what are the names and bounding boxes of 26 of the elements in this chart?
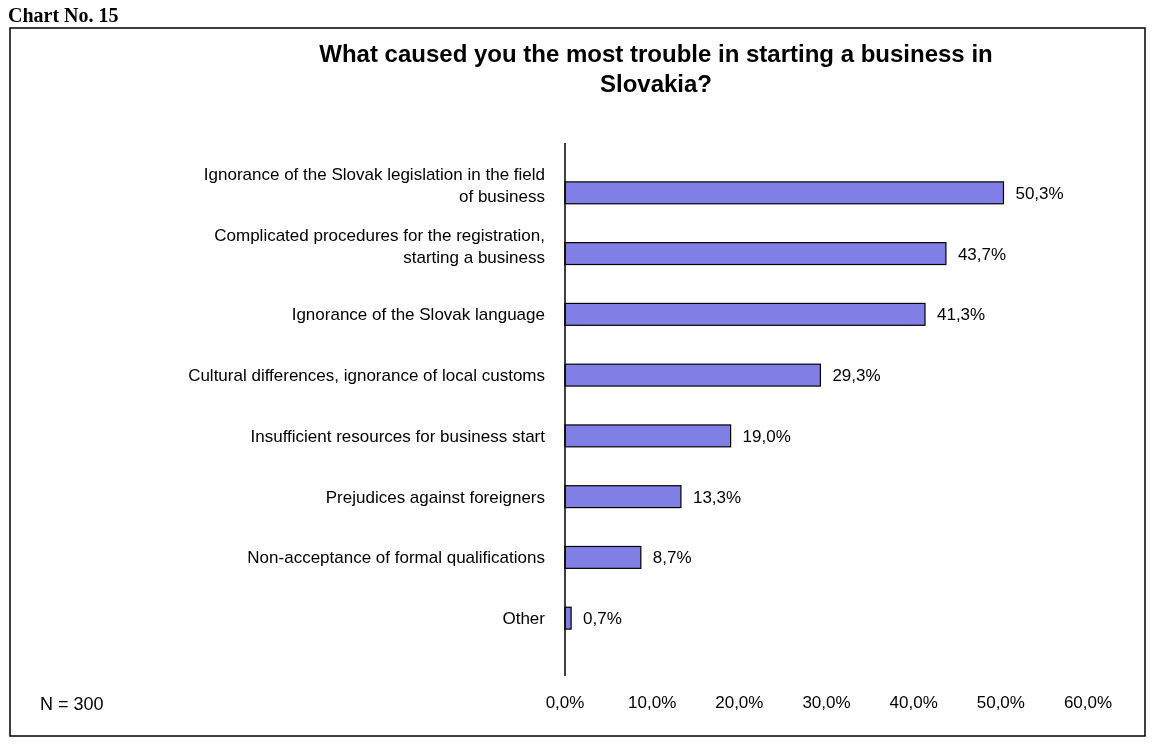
x-tick-label: 60,0% (1063, 693, 1113, 712)
y-tick-label: Ignorance of the Slovak language (291, 305, 545, 325)
x-tick-label: 10,0% (628, 693, 677, 712)
x-tick-label: 30,0% (802, 693, 851, 712)
data-label: 41,3% (937, 305, 986, 325)
chart-title: What caused you the most trouble in starting a business in Slovakia? (319, 40, 993, 97)
text: N = 300 (40, 694, 104, 714)
text: Chart No. 15 (8, 4, 119, 26)
data-label: 13,3% (692, 487, 742, 507)
y-tick-label: Non-acceptance of formal qualifications (247, 548, 545, 568)
data-label: 43,7% (957, 244, 1007, 264)
x-tick-label: 50,0% (976, 693, 1025, 712)
data-label: 29,3% (832, 366, 881, 386)
y-tick-label: Ignorance of the Slovak legislation in the field of business (203, 164, 545, 206)
data-label: 0,7% (583, 609, 622, 629)
data-label: 8,7% (652, 548, 692, 568)
y-tick-label: Complicated procedures for the registration, starting a business (214, 225, 545, 267)
y-tick-label: Prejudices against foreigners (325, 487, 545, 507)
data-label: 50,3% (1015, 183, 1064, 203)
y-tick-label: Other (502, 609, 546, 629)
x-tick-label: 20,0% (715, 693, 764, 712)
x-tick-label: 0,0% (545, 693, 585, 712)
y-tick-label: Insufficient resources for business start (250, 426, 546, 446)
data-label: 19,0% (742, 426, 791, 446)
x-tick-label: 40,0% (889, 693, 938, 712)
y-tick-label: Cultural differences, ignorance of local customs (188, 366, 545, 386)
